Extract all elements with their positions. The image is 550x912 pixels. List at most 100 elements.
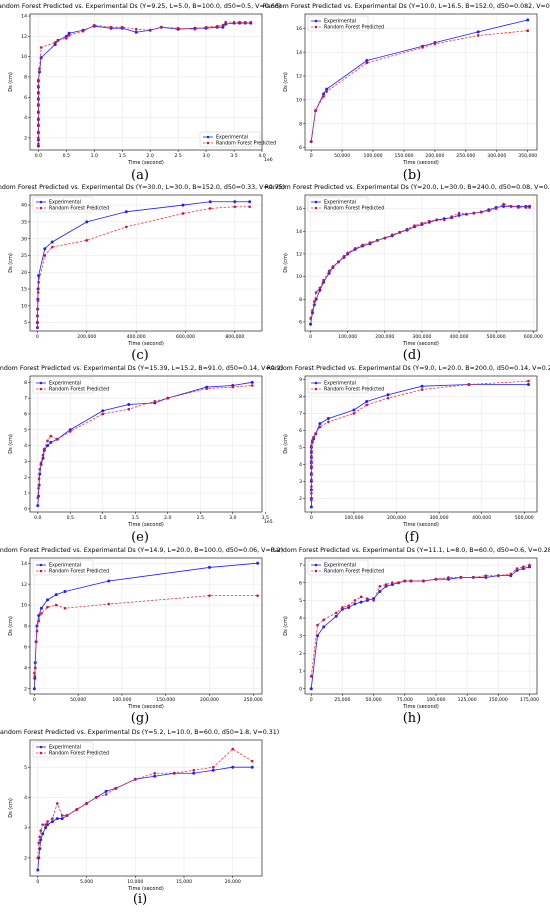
chart-title: Random Forest Predicted vs. Experimental… [0,3,281,10]
point-predicted [502,202,505,206]
x-tick-label: 20,000 [225,879,241,885]
legend-label-predicted: Random Forest Predicted [49,751,109,757]
point-experimental [248,200,252,204]
point-experimental [192,771,196,775]
point-predicted [378,584,382,588]
point-experimental [32,687,36,691]
point-experimental [231,765,235,769]
point-predicted [37,281,40,284]
x-tick-label: 3.5 [262,515,269,521]
point-predicted [55,437,59,441]
y-tick-label: 14 [21,14,27,20]
legend-label-experimental: Experimental [49,745,81,751]
y-tick-label: 4 [299,616,302,622]
legend-label-predicted: Random Forest Predicted [49,387,109,393]
plot-frame [304,13,538,151]
chart-svg: Random Forest Predicted vs. Experimental… [0,365,283,528]
point-predicted [148,28,152,32]
point-predicted [346,251,349,255]
plot-frame [29,13,263,151]
y-tick-label: 2 [24,855,27,861]
point-predicted [172,771,176,775]
legend-marker-experimental [39,563,43,567]
y-tick-label: 3 [299,633,302,639]
point-predicted [459,576,463,579]
x-tick-label: 2.5 [174,153,181,159]
x-tick-label: 100,000 [426,697,445,703]
point-predicted [37,110,40,113]
point-predicted [37,78,40,82]
point-predicted [36,291,40,294]
y-tick-label: 4 [24,795,27,801]
point-experimental [322,625,326,629]
point-predicted [68,430,72,433]
point-experimental [325,87,329,91]
x-tick-label: 200,000 [425,153,444,159]
chart-svg: Random Forest Predicted vs. Experimental… [271,547,550,710]
y-tick-label: 12 [296,74,302,80]
y-tick-label: 10 [296,274,302,280]
x-tick-label: 2.5 [197,515,204,521]
point-predicted [450,215,453,218]
point-experimental [502,204,506,208]
point-predicted [318,425,322,429]
point-experimental [208,200,212,204]
plot-frame [29,739,263,877]
point-predicted [314,432,317,436]
x-tick-label: 200,000 [375,334,394,340]
legend-label-predicted: Random Forest Predicted [324,25,384,31]
point-predicted [34,640,38,643]
point-predicted [386,396,390,400]
caption-b: (b) [402,168,422,183]
y-tick-label: 16 [296,26,302,32]
point-predicted [248,205,251,209]
x-tick-label: 350,000 [518,153,537,159]
point-predicted [509,205,513,208]
point-predicted [250,759,254,763]
point-experimental [37,274,41,278]
x-tick-label: 1.0 [99,515,106,521]
x-tick-label: 0.0 [35,153,42,159]
point-predicted [46,605,49,609]
legend-marker-experimental [39,381,43,385]
point-predicted [310,459,313,463]
point-experimental [221,25,225,29]
point-predicted [325,90,328,93]
caption-a: (a) [131,168,149,183]
x-tick-label: 175,000 [520,697,539,703]
point-predicted [153,771,157,775]
point-predicted [56,39,60,42]
legend-marker-predicted [39,569,43,573]
point-predicted [37,123,40,126]
y-tick-label: 5 [24,427,27,433]
point-predicted [480,210,483,214]
series-line-predicted [310,380,529,501]
legend-box [32,741,94,758]
y-tick-label: 6 [299,580,302,586]
point-predicted [383,236,387,240]
legend-marker-predicted [314,206,318,210]
point-predicted [94,796,98,799]
x-tick-label: 0.5 [67,515,74,521]
chart-svg: Random Forest Predicted vs. Experimental… [0,729,279,892]
point-predicted [397,581,400,585]
x-tick-label: 500,000 [487,334,506,340]
legend-label-experimental: Experimental [324,563,356,569]
y-tick-label: 10 [21,303,27,309]
point-predicted [310,454,313,458]
point-predicted [527,379,530,383]
chart-panel-b: Random Forest Predicted vs. Experimental… [263,0,550,168]
x-tick-label: 1.5 [119,153,126,159]
point-predicted [38,835,42,839]
chart-panel-f: Random Forest Predicted vs. Experimental… [267,362,550,530]
point-predicted [33,666,37,670]
y-tick-label: 2 [299,496,302,502]
point-experimental [309,687,313,691]
point-experimental [50,240,54,244]
point-predicted [366,597,369,600]
legend-marker-predicted [314,569,318,573]
legend-label-experimental: Experimental [49,563,81,569]
point-predicted [38,67,41,71]
point-predicted [36,326,39,329]
x-tick-label: 3.0 [229,515,236,521]
